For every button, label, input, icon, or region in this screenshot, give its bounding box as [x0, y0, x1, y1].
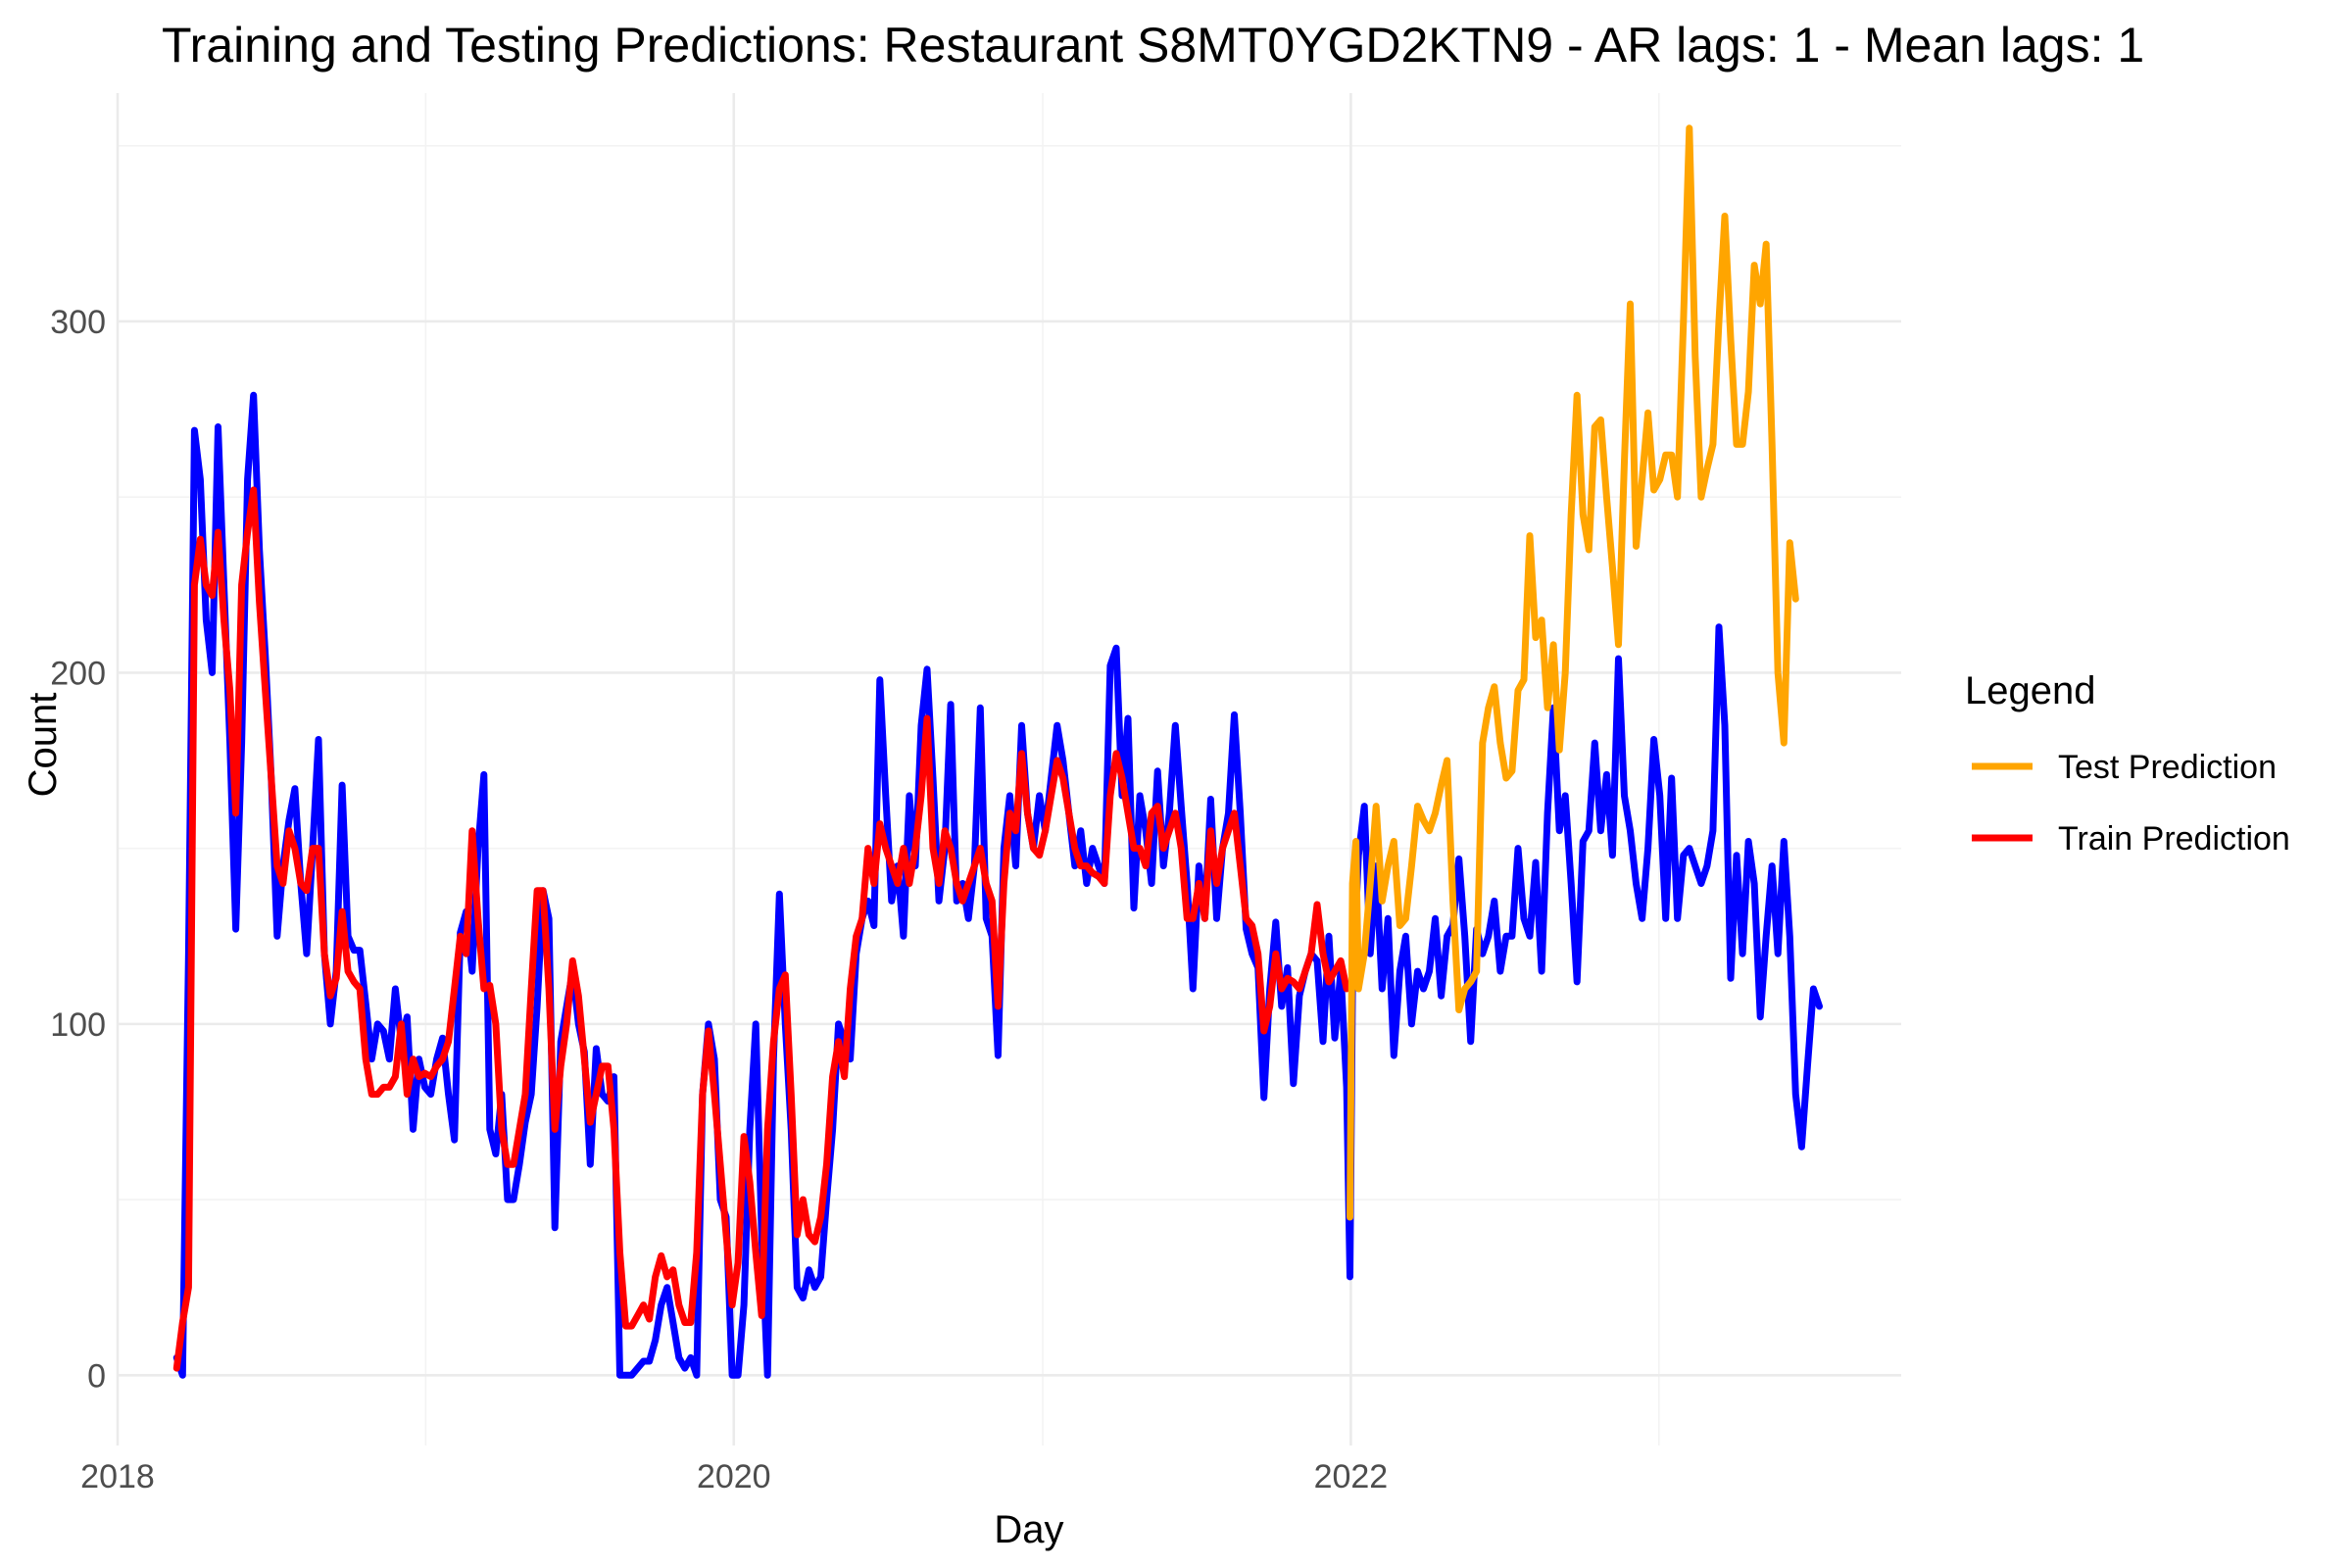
series-line-test	[1347, 124, 1799, 1221]
y-tick-label: 300	[50, 304, 106, 341]
legend: Legend Test Prediction Train Prediction	[1965, 669, 2290, 858]
legend-title: Legend	[1965, 669, 2095, 712]
x-tick-label: 2018	[80, 1458, 155, 1495]
y-tick-label: 200	[50, 655, 106, 692]
y-axis-title: Count	[22, 693, 65, 798]
y-axis-ticks: 0 100 200 300	[50, 304, 106, 1395]
grid	[116, 93, 1901, 1446]
series-line-train	[172, 486, 1350, 1372]
y-tick-label: 0	[87, 1357, 106, 1395]
x-tick-label: 2020	[697, 1458, 771, 1495]
legend-label-train: Train Prediction	[2058, 820, 2290, 858]
series-group	[172, 124, 1823, 1379]
legend-label-test: Test Prediction	[2058, 749, 2277, 786]
x-axis-ticks: 2018 2020 2022	[80, 1458, 1388, 1495]
chart-title: Training and Testing Predictions: Restau…	[162, 18, 2144, 73]
x-axis-title: Day	[994, 1508, 1063, 1551]
y-tick-label: 100	[50, 1006, 106, 1044]
x-tick-label: 2022	[1314, 1458, 1389, 1495]
